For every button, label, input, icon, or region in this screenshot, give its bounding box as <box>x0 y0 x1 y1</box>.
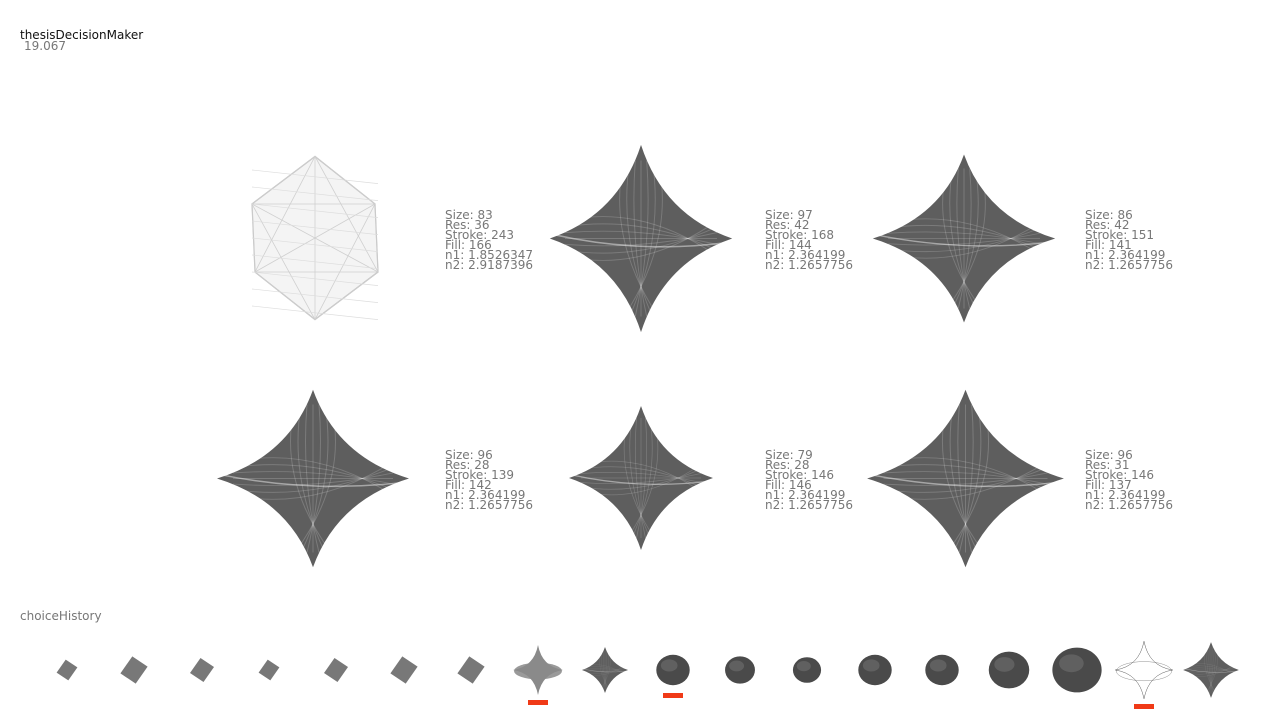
choice-3-params: Size: 86 Res: 42 Stroke: 151 Fill: 141 n1: 2… <box>1085 208 1173 272</box>
param-line: Fill: 137 <box>1085 478 1132 492</box>
history-item-dark-sphere-shape[interactable] <box>1049 642 1105 698</box>
param-line: n1: 2.364199 <box>445 488 526 502</box>
param-line: n2: 1.2657756 <box>1085 498 1173 512</box>
param-line: Fill: 141 <box>1085 238 1132 252</box>
param-line: Res: 28 <box>765 458 810 472</box>
history-item-dark-sphere-shape[interactable] <box>791 654 823 686</box>
history-item-small-diamond-shape[interactable] <box>54 657 80 683</box>
history-selected-marker <box>662 693 683 698</box>
param-line: n1: 2.364199 <box>765 488 846 502</box>
param-line: Stroke: 146 <box>765 468 834 482</box>
choice-1-params: Size: 83 Res: 36 Stroke: 243 Fill: 166 n1: 1… <box>445 208 533 272</box>
history-item-small-diamond-shape[interactable] <box>117 653 151 687</box>
param-line: Fill: 166 <box>445 238 492 252</box>
param-line: n1: 1.8526347 <box>445 248 533 262</box>
param-line: Res: 42 <box>765 218 810 232</box>
choice-4-params: Size: 96 Res: 28 Stroke: 139 Fill: 142 n1: 2… <box>445 448 533 512</box>
choice-4-concave-diamond-shape[interactable] <box>213 386 413 571</box>
param-line: Size: 96 <box>1085 448 1133 462</box>
choice-1-wireframe-octahedron-shape[interactable] <box>240 153 390 323</box>
app-title: thesisDecisionMaker <box>20 28 144 42</box>
param-line: Size: 97 <box>765 208 813 222</box>
history-item-small-diamond-shape[interactable] <box>187 655 217 685</box>
choice-6-concave-diamond-shape[interactable] <box>863 386 1068 571</box>
param-line: n2: 1.2657756 <box>445 498 533 512</box>
choice-3-concave-diamond-shape[interactable] <box>869 151 1059 326</box>
history-item-dark-sphere-shape[interactable] <box>986 647 1032 693</box>
history-selected-marker <box>1133 704 1154 709</box>
param-line: n2: 1.2657756 <box>765 258 853 272</box>
param-line: Fill: 146 <box>765 478 812 492</box>
param-line: Res: 42 <box>1085 218 1130 232</box>
choice-5-params: Size: 79 Res: 28 Stroke: 146 Fill: 146 n1: 2… <box>765 448 853 512</box>
choice-history-label: choiceHistory <box>20 609 102 623</box>
param-line: Size: 83 <box>445 208 493 222</box>
history-item-small-diamond-shape[interactable] <box>256 657 282 683</box>
param-line: Stroke: 243 <box>445 228 514 242</box>
choice-6-params: Size: 96 Res: 31 Stroke: 146 Fill: 137 n1: 2… <box>1085 448 1173 512</box>
param-line: n2: 1.2657756 <box>765 498 853 512</box>
param-line: Size: 79 <box>765 448 813 462</box>
param-line: Res: 28 <box>445 458 490 472</box>
history-selected-marker <box>528 700 549 705</box>
history-item-small-diamond-shape[interactable] <box>387 653 421 687</box>
history-item-dark-sphere-shape[interactable] <box>723 653 757 687</box>
history-item-dark-sphere-shape[interactable] <box>654 651 692 689</box>
history-item-concave-diamond-shape[interactable] <box>1182 641 1240 699</box>
param-line: n2: 1.2657756 <box>1085 258 1173 272</box>
param-line: Fill: 144 <box>765 238 812 252</box>
history-item-dark-sphere-shape[interactable] <box>856 651 894 689</box>
fps-readout: 19.067 <box>24 39 66 53</box>
choice-2-concave-diamond-shape[interactable] <box>546 141 736 336</box>
param-line: Size: 96 <box>445 448 493 462</box>
choice-2-params: Size: 97 Res: 42 Stroke: 168 Fill: 144 n1: 2… <box>765 208 853 272</box>
history-item-wireframe-star-shape[interactable] <box>1114 640 1174 700</box>
history-item-small-diamond-shape[interactable] <box>454 653 488 687</box>
history-item-spiky-star-shape[interactable] <box>512 644 564 696</box>
choice-5-concave-diamond-shape[interactable] <box>566 403 716 553</box>
history-item-small-diamond-shape[interactable] <box>321 655 351 685</box>
param-line: Res: 36 <box>445 218 490 232</box>
param-line: Fill: 142 <box>445 478 492 492</box>
history-item-dark-sphere-shape[interactable] <box>923 651 961 689</box>
param-line: n1: 2.364199 <box>1085 488 1166 502</box>
param-line: Stroke: 168 <box>765 228 834 242</box>
param-line: Stroke: 146 <box>1085 468 1154 482</box>
param-line: Stroke: 151 <box>1085 228 1154 242</box>
history-item-concave-diamond-shape[interactable] <box>581 646 629 694</box>
param-line: n1: 2.364199 <box>765 248 846 262</box>
param-line: n2: 2.9187396 <box>445 258 533 272</box>
param-line: Stroke: 139 <box>445 468 514 482</box>
param-line: Size: 86 <box>1085 208 1133 222</box>
param-line: Res: 31 <box>1085 458 1130 472</box>
param-line: n1: 2.364199 <box>1085 248 1166 262</box>
